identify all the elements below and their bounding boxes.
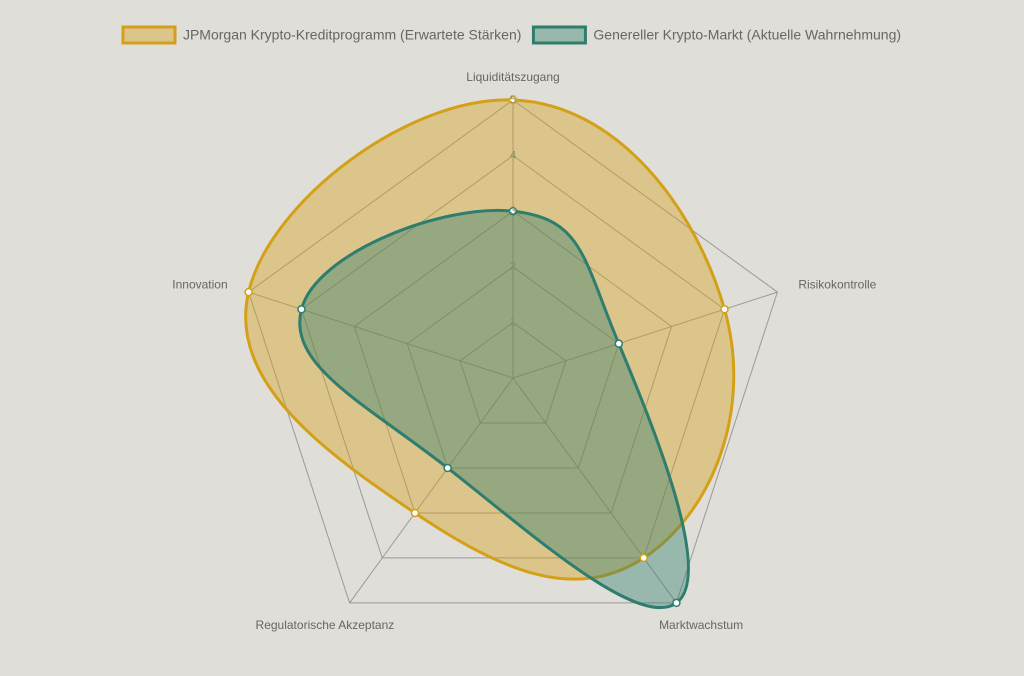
series-area — [298, 208, 690, 610]
data-point — [443, 463, 452, 473]
legend-swatch — [121, 25, 177, 45]
spoke — [248, 291, 514, 379]
category-label: Regulatorische Akzeptanz — [256, 618, 395, 632]
r-tick-label: 5 — [510, 94, 516, 106]
grid-ring — [248, 99, 778, 604]
spoke — [512, 291, 778, 379]
r-tick-label: 3 — [510, 205, 516, 217]
grid-ring — [459, 321, 567, 424]
category-label: Innovation — [172, 277, 227, 291]
legend-label: Genereller Krypto-Markt (Aktuelle Wahrne… — [593, 27, 901, 43]
r-tick-label: 2 — [510, 261, 516, 273]
category-label: Marktwachstum — [659, 618, 743, 632]
series-area — [244, 98, 736, 581]
legend-label: JPMorgan Krypto-Kreditprogramm (Erwartet… — [183, 27, 521, 43]
grid-ring — [406, 266, 620, 469]
legend: JPMorgan Krypto-Kreditprogramm (Erwartet… — [121, 25, 901, 45]
grid-ring — [300, 154, 726, 559]
category-label: Risikokontrolle — [798, 277, 876, 291]
data-point — [508, 95, 518, 105]
grid-ring — [353, 210, 673, 514]
data-point — [244, 287, 253, 297]
data-point — [720, 305, 729, 314]
data-point — [639, 553, 648, 563]
spoke — [512, 377, 677, 604]
data-point — [672, 598, 681, 608]
data-point — [508, 206, 518, 216]
r-tick-label: 4 — [510, 150, 516, 162]
data-point — [297, 305, 306, 314]
spoke — [349, 377, 514, 604]
legend-swatch — [531, 25, 587, 45]
data-point — [410, 508, 420, 518]
data-point — [614, 339, 624, 348]
r-tick-label: 1 — [510, 316, 516, 328]
category-label: Liquiditätszugang — [466, 70, 559, 84]
